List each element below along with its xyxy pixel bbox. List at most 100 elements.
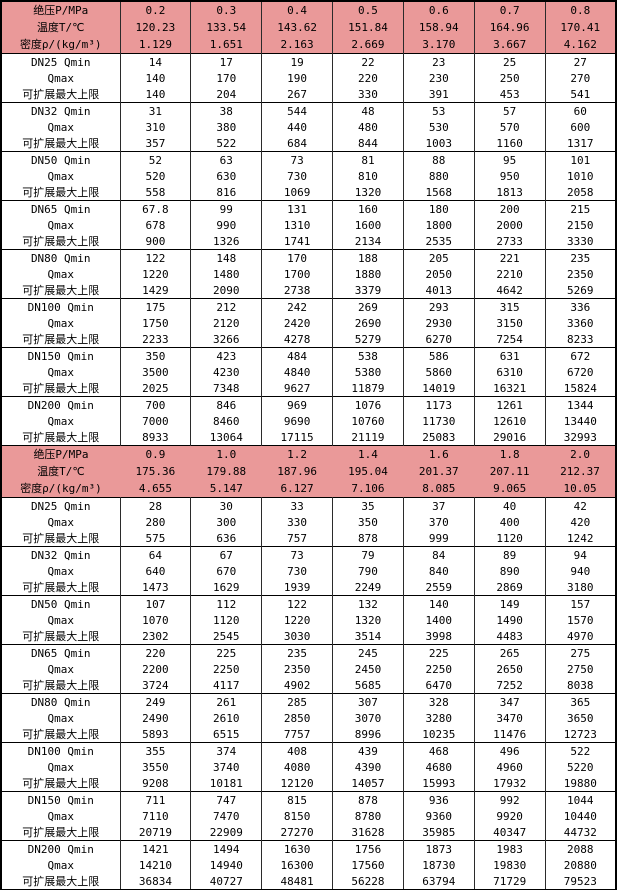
expand-max-value-cell: 6270: [402, 331, 475, 348]
qmax-value-cell: 1490: [473, 612, 546, 628]
qmin-value-cell: 220: [119, 644, 192, 661]
data-row-qmin: DN25 Qmin 28 30 33 35 37 40 42: [0, 497, 617, 514]
expand-max-value-cell: 63794: [402, 873, 475, 890]
expand-max-value-cell: 636: [190, 530, 263, 547]
qmax-value-cell: 17560: [332, 857, 404, 873]
qmin-value-cell: 711: [119, 791, 192, 808]
expand-max-value-cell: 3180: [544, 579, 617, 596]
temperature-value-cell: 195.04: [332, 463, 404, 480]
expand-max-value-cell: 1473: [119, 579, 192, 596]
qmin-value-cell: 235: [261, 644, 334, 661]
dn-qmin-label: DN80 Qmin: [0, 693, 121, 710]
header-row-density: 密度ρ/(kg/m³) 1.129 1.651 2.163 2.669 3.170 3.66…: [0, 36, 617, 54]
expand-max-value-cell: 10235: [402, 726, 475, 743]
qmax-value-cell: 3650: [544, 710, 617, 726]
qmax-value-cell: 2120: [190, 315, 263, 331]
data-row-expand-max: 可扩展最大上限 575 636 757 878 999 1120 1242: [0, 530, 617, 547]
qmax-value-cell: 950: [473, 168, 546, 184]
qmin-value-cell: 265: [473, 644, 546, 661]
data-row-expand-max: 可扩展最大上限 3724 4117 4902 5685 6470 7252 8038: [0, 677, 617, 694]
qmin-value-cell: 408: [261, 742, 334, 759]
data-row-expand-max: 可扩展最大上限 1473 1629 1939 2249 2559 2869 3180: [0, 579, 617, 596]
qmin-value-cell: 19: [261, 53, 334, 70]
expand-max-value-cell: 4013: [402, 282, 475, 299]
expand-max-value-cell: 5269: [544, 282, 617, 299]
dn-qmin-label: DN80 Qmin: [0, 249, 121, 266]
expand-max-value-cell: 3330: [544, 233, 617, 250]
expand-max-label: 可扩展最大上限: [0, 282, 121, 299]
qmax-value-cell: 6720: [544, 364, 617, 380]
expand-max-label: 可扩展最大上限: [0, 726, 121, 743]
qmax-value-cell: 1750: [119, 315, 192, 331]
expand-max-value-cell: 1003: [402, 135, 475, 152]
qmax-value-cell: 1400: [402, 612, 475, 628]
dn-qmin-label: DN65 Qmin: [0, 644, 121, 661]
qmax-value-cell: 4230: [190, 364, 263, 380]
expand-max-value-cell: 816: [190, 184, 263, 201]
expand-max-value-cell: 32993: [544, 429, 617, 446]
qmin-value-cell: 672: [544, 347, 617, 364]
qmin-value-cell: 544: [261, 102, 334, 119]
qmin-value-cell: 88: [402, 151, 475, 168]
qmax-value-cell: 300: [190, 514, 263, 530]
expand-max-value-cell: 8233: [544, 331, 617, 348]
qmin-value-cell: 84: [402, 546, 475, 563]
qmin-value-cell: 57: [473, 102, 546, 119]
qmax-value-cell: 7000: [119, 413, 192, 429]
temperature-value-cell: 133.54: [190, 19, 263, 36]
qmin-value-cell: 27: [544, 53, 617, 70]
qmin-value-cell: 22: [332, 53, 404, 70]
header-label-density: 密度ρ/(kg/m³): [1, 480, 120, 498]
qmax-value-cell: 3470: [473, 710, 546, 726]
temperature-value-cell: 179.88: [190, 463, 262, 480]
qmin-value-cell: 40: [473, 497, 546, 514]
dn-qmin-label: DN50 Qmin: [0, 151, 121, 168]
temperature-value-cell: 201.37: [403, 463, 475, 480]
qmax-value-cell: 600: [544, 119, 617, 135]
qmin-value-cell: 328: [402, 693, 475, 710]
expand-max-value-cell: 8933: [119, 429, 192, 446]
expand-max-label: 可扩展最大上限: [0, 579, 121, 596]
density-value-cell: 3.667: [473, 36, 546, 54]
data-row-qmax: Qmax 3500 4230 4840 5380 5860 6310 6720: [0, 364, 617, 380]
pressure-value-cell: 0.8: [544, 0, 617, 19]
qmin-value-cell: 112: [190, 595, 263, 612]
qmin-value-cell: 1983: [473, 840, 546, 857]
expand-max-value-cell: 1069: [261, 184, 334, 201]
expand-max-value-cell: 1939: [261, 579, 334, 596]
expand-max-value-cell: 4970: [544, 628, 617, 645]
expand-max-value-cell: 10181: [190, 775, 263, 792]
qmax-value-cell: 19830: [473, 857, 546, 873]
expand-max-value-cell: 20719: [119, 824, 192, 841]
temperature-value-cell: 187.96: [261, 463, 333, 480]
expand-max-value-cell: 1813: [473, 184, 546, 201]
temperature-value-cell: 151.84: [332, 19, 404, 36]
qmax-label: Qmax: [0, 315, 121, 331]
qmax-value-cell: 420: [544, 514, 617, 530]
qmin-value-cell: 94: [544, 546, 617, 563]
expand-max-value-cell: 79523: [544, 873, 617, 890]
header-row-density: 密度ρ/(kg/m³) 4.655 5.147 6.127 7.106 8.085 9.06…: [1, 480, 616, 498]
expand-max-value-cell: 3514: [332, 628, 404, 645]
qmax-value-cell: 530: [402, 119, 475, 135]
qmin-value-cell: 60: [544, 102, 617, 119]
qmax-value-cell: 3500: [119, 364, 192, 380]
qmin-value-cell: 365: [544, 693, 617, 710]
qmin-value-cell: 157: [544, 595, 617, 612]
qmin-value-cell: 350: [119, 347, 192, 364]
qmax-value-cell: 3070: [332, 710, 404, 726]
expand-max-value-cell: 7252: [473, 677, 546, 694]
qmax-value-cell: 2050: [402, 266, 475, 282]
expand-max-value-cell: 19880: [544, 775, 617, 792]
dn-qmin-label: DN100 Qmin: [0, 742, 121, 759]
expand-max-value-cell: 14019: [402, 380, 475, 397]
data-row-qmin: DN100 Qmin 355 374 408 439 468 496 522: [0, 742, 617, 759]
data-row-qmin: DN25 Qmin 14 17 19 22 23 25 27: [0, 53, 617, 70]
header-row-temperature: 温度T/℃ 120.23 133.54 143.62 151.84 158.94 164.9…: [0, 19, 617, 36]
qmax-value-cell: 5380: [332, 364, 404, 380]
data-row-qmin: DN150 Qmin 711 747 815 878 936 992 1044: [0, 791, 617, 808]
data-row-expand-max: 可扩展最大上限 2233 3266 4278 5279 6270 7254 8233: [0, 331, 617, 348]
expand-max-value-cell: 140: [119, 86, 192, 103]
qmin-value-cell: 122: [261, 595, 334, 612]
data-row-qmax: Qmax 1220 1480 1700 1880 2050 2210 2350: [0, 266, 617, 282]
